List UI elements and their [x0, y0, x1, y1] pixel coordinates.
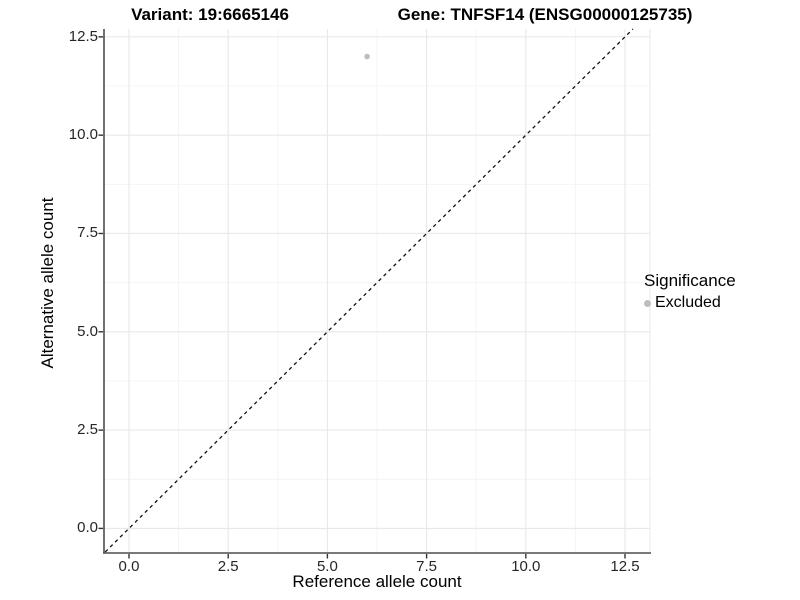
- x-tick-label: 7.5: [416, 558, 438, 575]
- excluded-point-icon: [644, 299, 651, 307]
- data-point: [364, 53, 370, 60]
- plot-title-variant: Variant: 19:6665146: [131, 5, 289, 24]
- legend-title: Significance: [644, 271, 736, 290]
- plot-title-gene: Gene: TNFSF14 (ENSG00000125735): [397, 5, 693, 24]
- x-tick-label: 0.0: [118, 558, 140, 575]
- y-tick-label: 5.0: [77, 322, 98, 340]
- x-tick-label: 2.5: [217, 558, 239, 575]
- legend-item-label: Excluded: [655, 294, 721, 311]
- legend: Significance Excluded: [644, 271, 736, 312]
- y-axis-label: Alternative allele count: [38, 197, 57, 369]
- y-tick-label: 7.5: [77, 224, 98, 242]
- x-tick-label: 5.0: [316, 558, 338, 575]
- legend-item-excluded: Excluded: [644, 294, 736, 312]
- x-tick-label: 12.5: [610, 558, 640, 575]
- identity-line: [104, 28, 634, 553]
- y-tick-label: 10.0: [68, 126, 98, 144]
- x-axis-label: Reference allele count: [292, 572, 462, 591]
- y-tick-label: 0.0: [77, 519, 98, 537]
- y-tick-label: 2.5: [77, 421, 98, 439]
- x-tick-label: 10.0: [511, 558, 541, 575]
- y-tick-label: 12.5: [68, 27, 98, 45]
